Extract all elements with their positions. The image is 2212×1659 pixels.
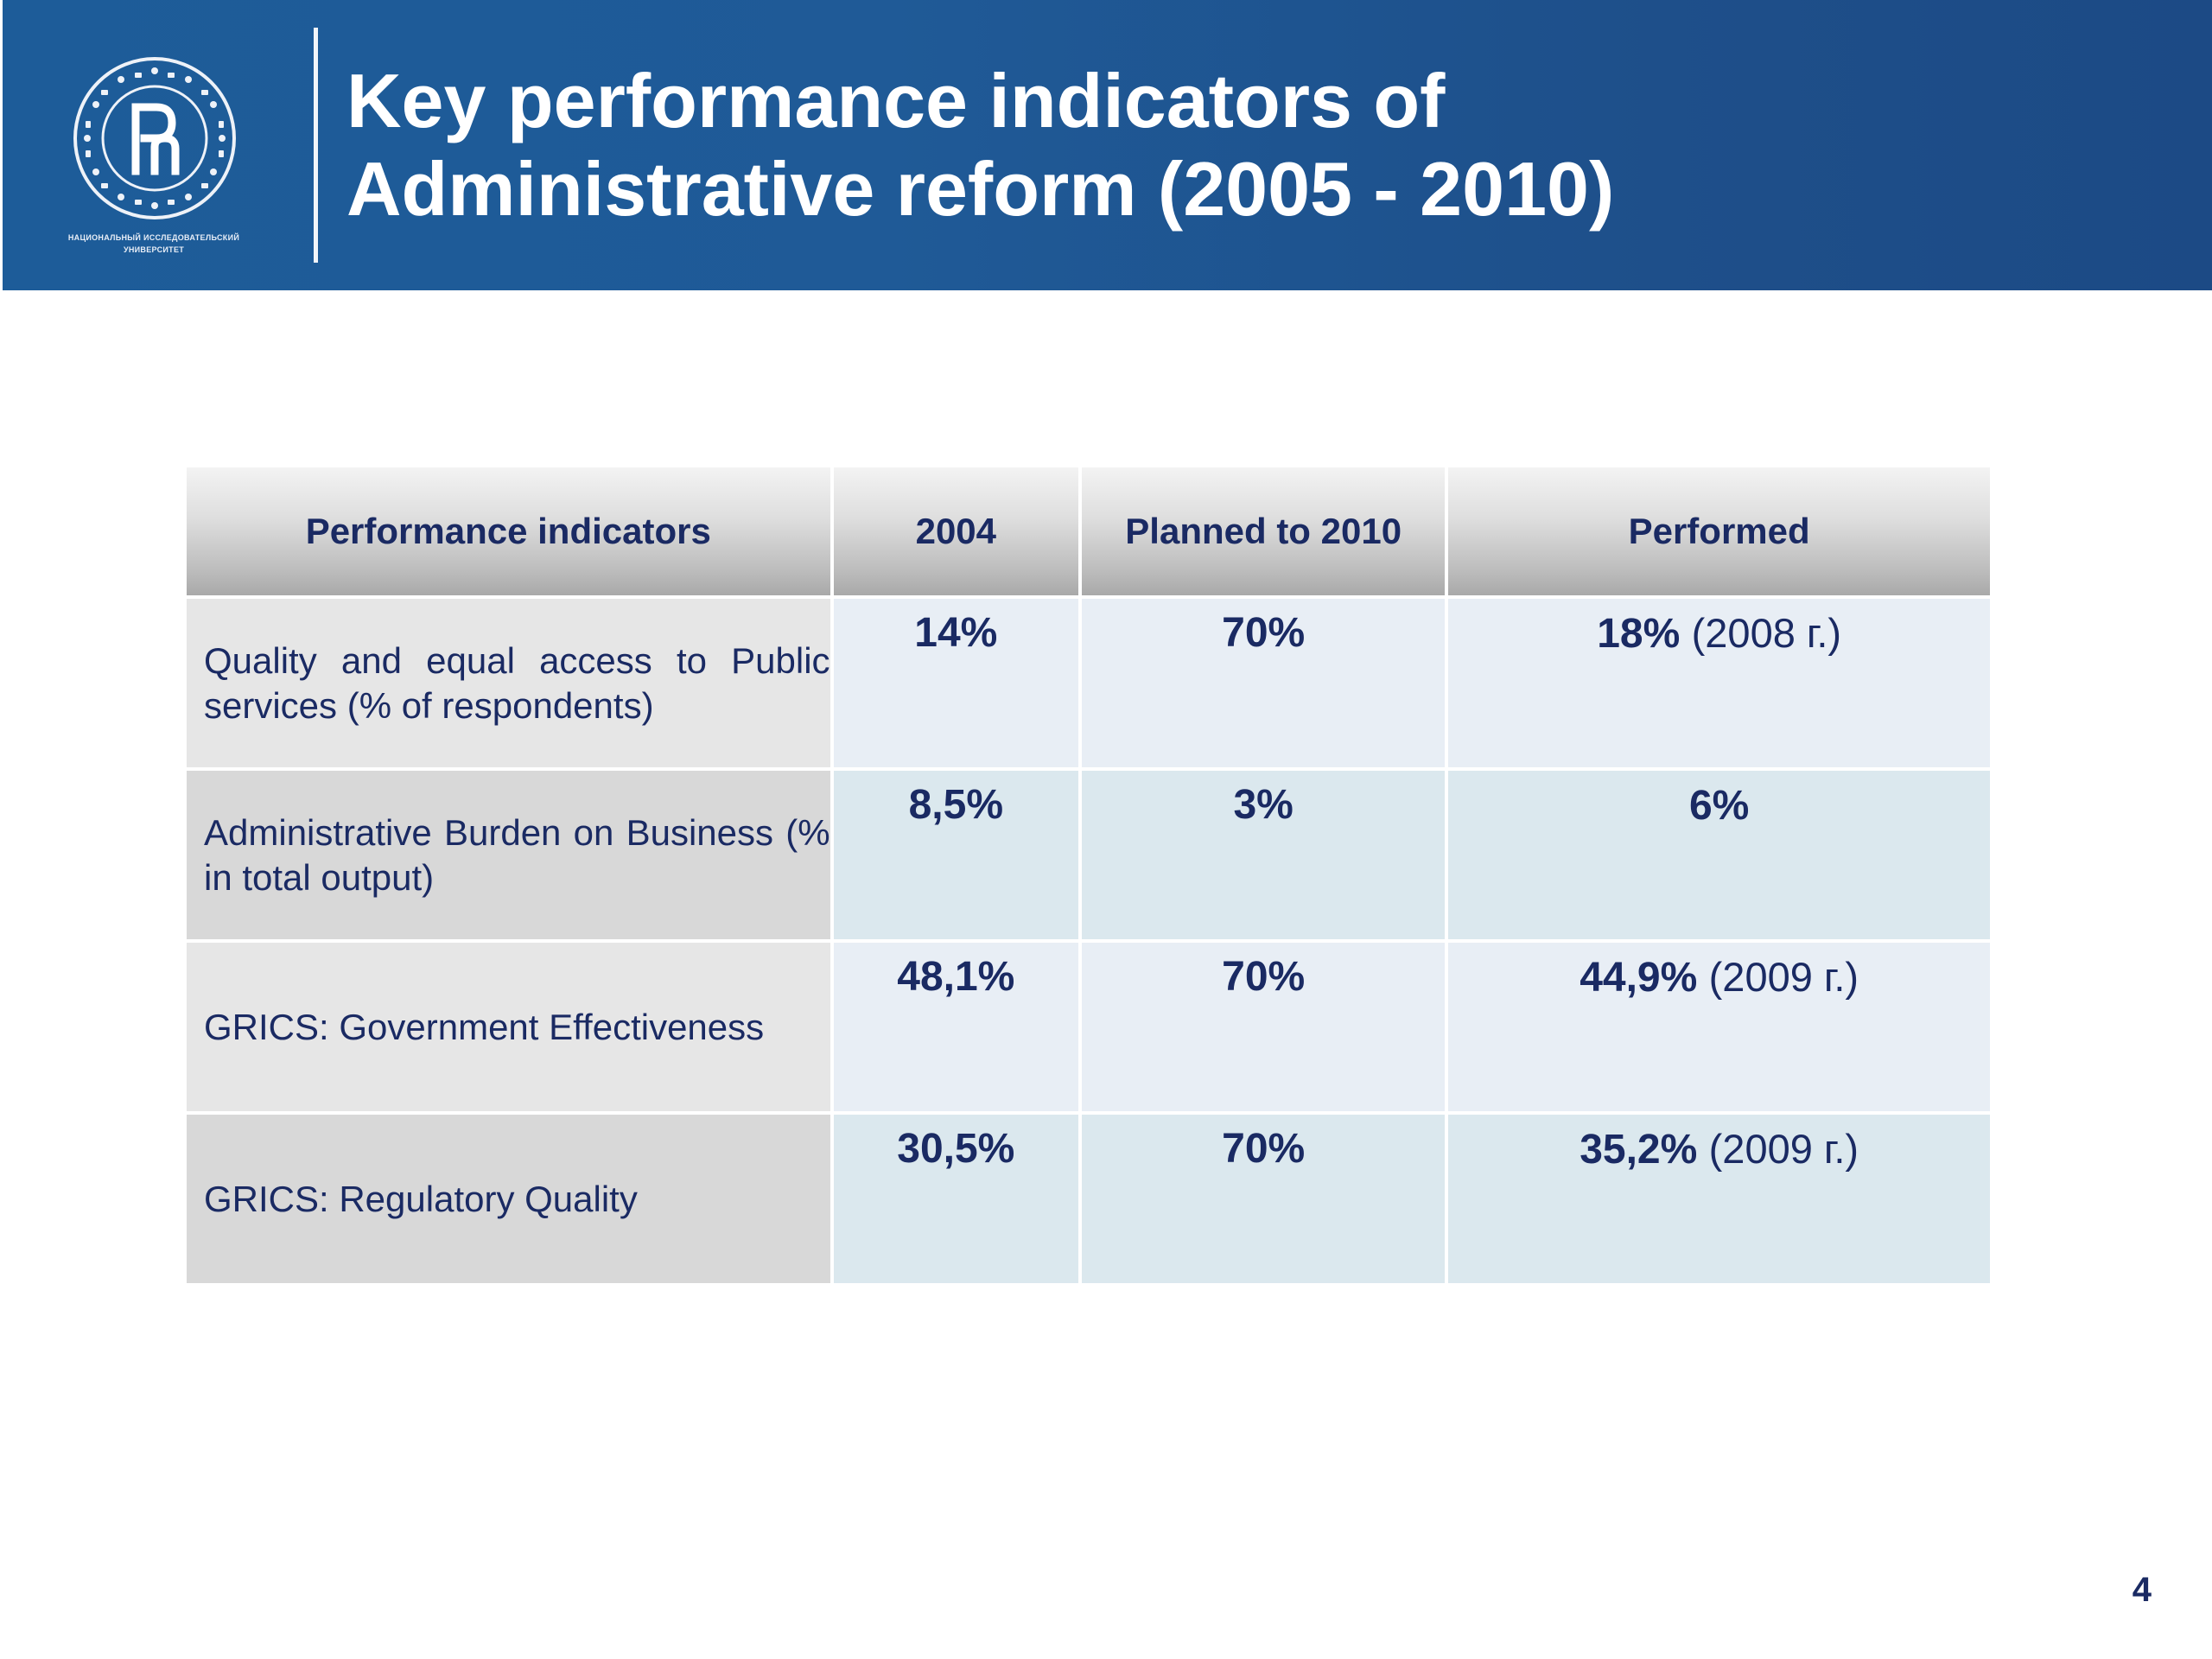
table-row: GRICS: Government Effectiveness 48,1% 70… [187, 943, 1990, 1111]
performed-note: (2008 г.) [1691, 610, 1842, 656]
performed-value: 35,2% [1580, 1127, 1698, 1173]
planned-cell: 70% [1082, 599, 1446, 767]
performed-note: (2009 г.) [1708, 1126, 1859, 1172]
kpi-table: Performance indicators 2004 Planned to 2… [183, 464, 1993, 1287]
table-row: GRICS: Regulatory Quality 30,5% 70% 35,2… [187, 1115, 1990, 1283]
performed-value: 18% [1597, 611, 1681, 657]
logo-caption: НАЦИОНАЛЬНЫЙ ИССЛЕДОВАТЕЛЬСКИЙ УНИВЕРСИТ… [37, 232, 270, 256]
performed-value: 6% [1688, 783, 1750, 829]
header-planned-to-2010: Planned to 2010 [1082, 467, 1446, 595]
table-header-row: Performance indicators 2004 Planned to 2… [187, 467, 1990, 595]
header-divider [314, 28, 318, 263]
title-line-2: Administrative reform (2005 - 2010) [346, 146, 1615, 232]
table-row: Administrative Burden on Business (% in … [187, 771, 1990, 939]
page-number: 4 [2132, 1571, 2152, 1609]
value-2004-cell: 14% [833, 599, 1079, 767]
table-row: Quality and equal access to Public servi… [187, 599, 1990, 767]
value-2004-cell: 48,1% [833, 943, 1079, 1111]
value-2004-cell: 8,5% [833, 771, 1079, 939]
header-performed: Performed [1448, 467, 1990, 595]
performed-value: 44,9% [1580, 955, 1698, 1001]
performed-note: (2009 г.) [1708, 954, 1859, 1000]
indicator-cell: GRICS: Regulatory Quality [187, 1115, 830, 1283]
hse-university-seal-icon [70, 54, 239, 223]
planned-cell: 70% [1082, 1115, 1446, 1283]
logo-caption-line2: УНИВЕРСИТЕТ [123, 245, 185, 254]
performed-cell: 6% [1448, 771, 1990, 939]
header-2004: 2004 [833, 467, 1079, 595]
performed-cell: 35,2% (2009 г.) [1448, 1115, 1990, 1283]
indicator-cell: Quality and equal access to Public servi… [187, 599, 830, 767]
planned-cell: 70% [1082, 943, 1446, 1111]
indicator-cell: GRICS: Government Effectiveness [187, 943, 830, 1111]
title-line-1: Key performance indicators of [346, 58, 1446, 143]
value-2004-cell: 30,5% [833, 1115, 1079, 1283]
indicator-cell: Administrative Burden on Business (% in … [187, 771, 830, 939]
performed-cell: 18% (2008 г.) [1448, 599, 1990, 767]
header-performance-indicators: Performance indicators [187, 467, 830, 595]
logo-caption-line1: НАЦИОНАЛЬНЫЙ ИССЛЕДОВАТЕЛЬСКИЙ [67, 233, 240, 242]
planned-cell: 3% [1082, 771, 1446, 939]
performed-cell: 44,9% (2009 г.) [1448, 943, 1990, 1111]
page-title: Key performance indicators of Administra… [346, 57, 1988, 233]
header-band: НАЦИОНАЛЬНЫЙ ИССЛЕДОВАТЕЛЬСКИЙ УНИВЕРСИТ… [3, 0, 2212, 290]
